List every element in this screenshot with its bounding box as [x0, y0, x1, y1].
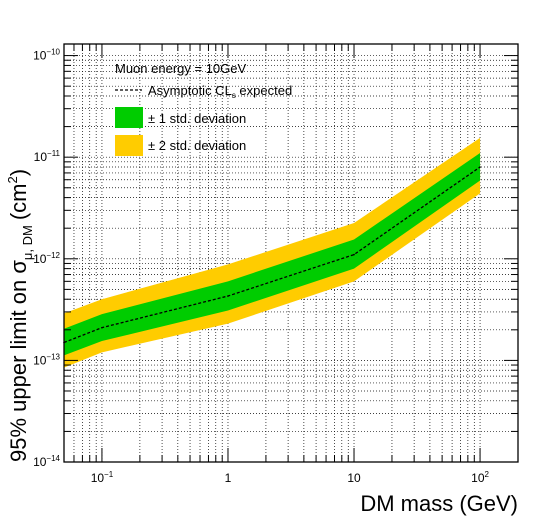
- y-tick-label: 10−12: [33, 251, 60, 266]
- axis-ticks: [63, 44, 519, 463]
- y-axis-title: 95% upper limit on σμ, DM(cm2): [5, 169, 35, 462]
- plot-frame: [63, 43, 519, 463]
- y-tick-label: 10−10: [33, 48, 60, 63]
- x-tick-label: 10: [347, 471, 361, 485]
- x-axis-title: DM mass (GeV): [360, 491, 518, 516]
- y-tick-label: 10−11: [34, 149, 61, 164]
- expected-point: [101, 326, 103, 329]
- legend-band1-label: ± 1 std. deviation: [148, 111, 246, 126]
- x-tick-label: 10−1: [91, 470, 114, 485]
- expected-point: [479, 166, 481, 168]
- expected-point: [353, 253, 355, 256]
- annotation-text: Muon energy = 10GeV: [115, 61, 246, 76]
- band-1sigma: [64, 152, 481, 356]
- x-tick-label: 102: [471, 470, 489, 485]
- y-tick-label: 10−13: [33, 352, 60, 367]
- legend-band2-swatch: [115, 135, 143, 156]
- legend-band1-swatch: [115, 107, 143, 128]
- legend: Muon energy = 10GeV Asymptotic CLs expec…: [115, 61, 292, 156]
- x-tick-label: 1: [225, 471, 232, 485]
- y-tick-label: 10−14: [33, 454, 60, 469]
- legend-expected-label: Asymptotic CLs expected: [148, 83, 292, 100]
- bands: [64, 137, 481, 368]
- expected-point: [227, 295, 229, 297]
- legend-band2-label: ± 2 std. deviation: [148, 138, 246, 153]
